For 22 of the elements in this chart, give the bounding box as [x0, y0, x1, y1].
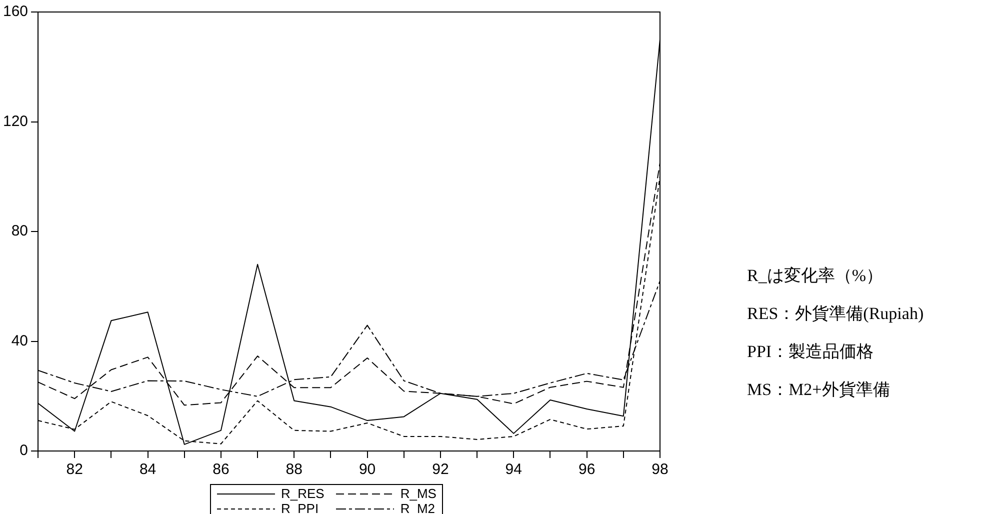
x-tick-label: 88	[286, 461, 302, 478]
x-tick-label: 90	[358, 461, 376, 478]
legend-label: R_M2	[400, 501, 436, 514]
x-tick-label: 98	[652, 461, 668, 478]
legend-label: R_RES	[281, 486, 324, 501]
x-tick-label: 94	[505, 461, 522, 478]
legend-label: R_PPI	[281, 501, 319, 514]
text: RES：外貨準備(Rupiah)	[747, 303, 924, 325]
x-tick-label: 96	[578, 461, 596, 478]
legend-label: R_MS	[400, 486, 436, 501]
y-tick-label: 160	[2, 3, 28, 20]
y-tick-label: 120	[2, 112, 28, 130]
x-tick-label: 84	[139, 461, 156, 478]
x-tick-label: 86	[212, 461, 230, 478]
y-tick-label: 40	[11, 332, 28, 350]
text: R_は変化率（%）	[747, 265, 884, 287]
y-tick-label: 80	[11, 222, 28, 240]
text: MS：M2+外貨準備	[747, 379, 891, 401]
text: PPI：製造品価格	[747, 341, 875, 363]
x-tick-label: 82	[66, 461, 83, 478]
y-tick-label: 0	[20, 442, 28, 460]
x-tick-label: 92	[432, 461, 449, 478]
